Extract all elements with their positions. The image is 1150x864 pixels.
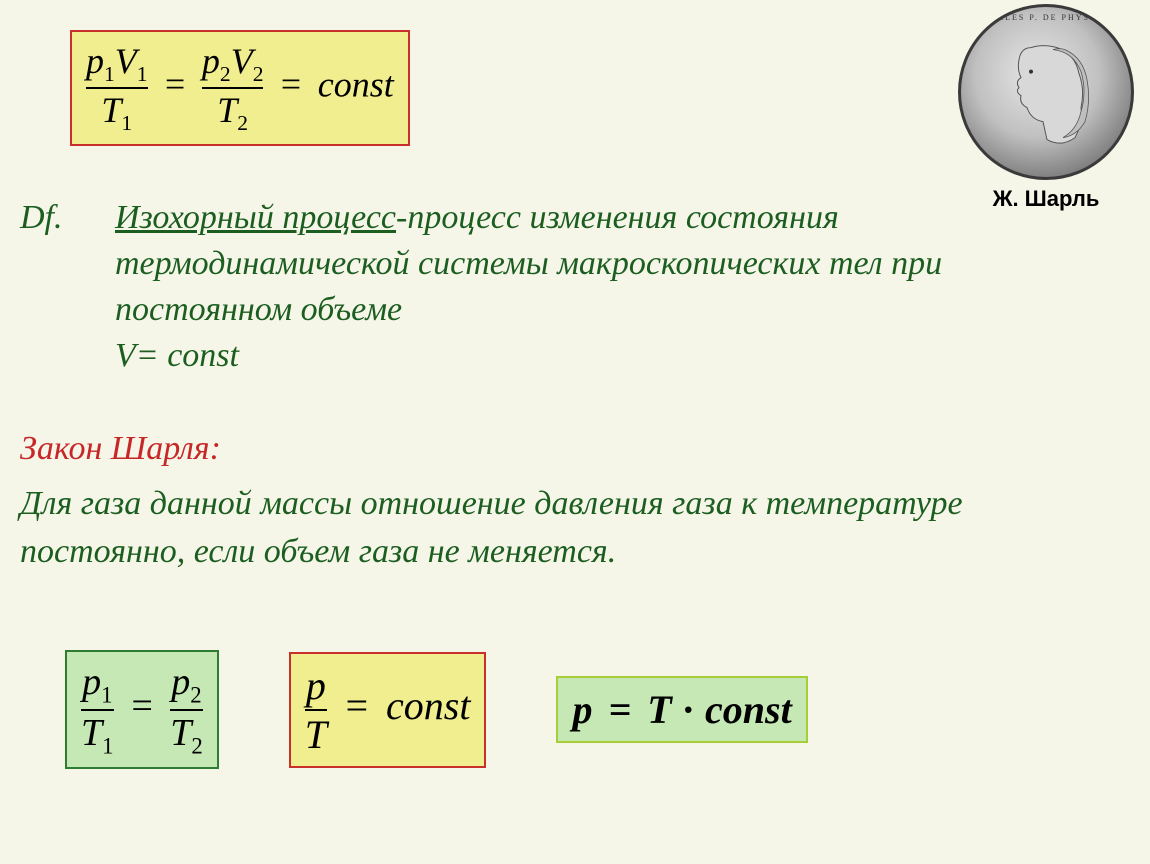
var-v1: V bbox=[115, 41, 137, 81]
fraction-p2-t2: p2 T2 bbox=[170, 660, 203, 759]
definition-term: Изохорный процесс bbox=[115, 199, 396, 236]
formula-pt-const: p T = const bbox=[289, 652, 487, 768]
equals: = bbox=[608, 687, 631, 732]
var-t: T bbox=[305, 709, 327, 758]
var-p1: p bbox=[86, 41, 104, 81]
var-p: p bbox=[305, 662, 327, 709]
definition-vconst: V= const bbox=[115, 337, 239, 374]
sub1t: 1 bbox=[102, 733, 113, 758]
var-p: p bbox=[572, 687, 592, 732]
sub2t: 2 bbox=[191, 733, 202, 758]
portrait-medallion: CHARLES P. DE PHYSIQUE bbox=[958, 4, 1134, 180]
sub-2: 2 bbox=[220, 62, 231, 86]
sub-1b: 1 bbox=[137, 62, 148, 86]
definition-label: Df. bbox=[20, 195, 115, 241]
bottom-formulas: p1 T1 = p2 T2 p T = const p = T · const bbox=[65, 650, 808, 769]
var-p2: p bbox=[202, 41, 220, 81]
equals: = bbox=[129, 685, 155, 727]
sub2: 2 bbox=[190, 683, 201, 708]
sub-1: 1 bbox=[104, 62, 115, 86]
equals-1: = bbox=[163, 64, 187, 104]
fraction-p1-t1: p1 T1 bbox=[81, 660, 114, 759]
formula-p-eq-tconst: p = T · const bbox=[556, 676, 807, 743]
sub1: 1 bbox=[101, 683, 112, 708]
charles-law-title: Закон Шарля: bbox=[20, 430, 221, 468]
const-label: const bbox=[318, 64, 394, 104]
formula-p1t1-p2t2: p1 T1 = p2 T2 bbox=[65, 650, 219, 769]
const: const bbox=[386, 683, 470, 728]
var-t: T bbox=[647, 687, 671, 732]
sub-t2: 2 bbox=[237, 111, 248, 135]
fraction-p1v1-t1: p1V1 T1 bbox=[86, 40, 148, 136]
var-t2: T bbox=[217, 90, 237, 130]
charles-law-text: Для газа данной массы отношение давления… bbox=[20, 480, 1120, 575]
combined-gas-law-box: p1V1 T1 = p2V2 T2 = const bbox=[70, 30, 410, 146]
const: const bbox=[705, 687, 792, 732]
definition-block: Df.Изохорный процесс-процесс изменения с… bbox=[20, 195, 970, 379]
definition-body: Изохорный процесс-процесс изменения сост… bbox=[115, 195, 945, 379]
fraction-p2v2-t2: p2V2 T2 bbox=[202, 40, 264, 136]
var-t: T bbox=[81, 712, 102, 754]
portrait-caption: Ж. Шарль bbox=[956, 186, 1136, 212]
portrait-ring-text: CHARLES P. DE PHYSIQUE bbox=[961, 13, 1131, 22]
var-t2: T bbox=[170, 712, 191, 754]
portrait-profile-icon bbox=[991, 30, 1101, 160]
var-v2: V bbox=[231, 41, 253, 81]
equals: = bbox=[343, 683, 370, 728]
var-p2: p bbox=[171, 661, 190, 703]
var-t1: T bbox=[101, 90, 121, 130]
portrait-block: CHARLES P. DE PHYSIQUE Ж. Шарль bbox=[956, 4, 1136, 212]
sub-2b: 2 bbox=[253, 62, 264, 86]
fraction-p-t: p T bbox=[305, 662, 327, 758]
dot-icon: · bbox=[682, 687, 705, 732]
sub-t1: 1 bbox=[121, 111, 132, 135]
var-p: p bbox=[82, 661, 101, 703]
equals-2: = bbox=[278, 64, 302, 104]
